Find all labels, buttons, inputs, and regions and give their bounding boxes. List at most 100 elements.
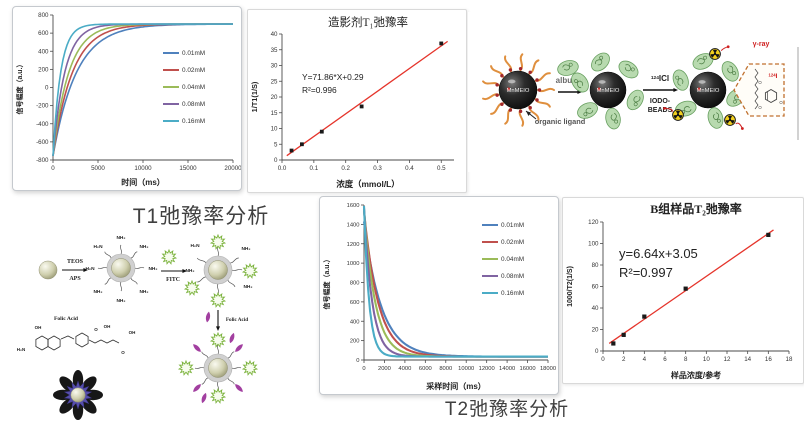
t2-signal-curves-panel: 0 200 400 600 800 1000 1200 1400 1600 0 2000 4000 60… — [319, 196, 559, 395]
y-axis-label: 1000/T2(1/S) — [567, 266, 574, 307]
folate-teardrop — [235, 384, 243, 392]
y-tick-label: -200 — [36, 103, 49, 110]
albumin-blob — [577, 102, 598, 119]
x-tick-label: 0.2 — [341, 165, 350, 172]
silica-sphere — [38, 260, 58, 280]
radiolabeling-scheme-panel: MnMEIO organic ligand albumin MnMEIO 124ICl I… — [468, 12, 802, 172]
organic-ligand-label: organic ligand — [535, 117, 586, 126]
legend-label: 0.01mM — [501, 222, 524, 229]
fitc-starburst — [177, 359, 195, 376]
chart-title: 造影剂T₁弛豫率 — [328, 15, 408, 29]
h2n-label: H₂N — [17, 347, 26, 352]
y-tick-label: -400 — [36, 121, 49, 128]
data-point — [621, 332, 626, 337]
legend-label: 0.16mM — [501, 290, 524, 297]
y-tick-label: 5 — [274, 141, 278, 148]
folic-acid-label: Folic Acid — [54, 316, 79, 322]
nh2-label: NH₂ — [139, 289, 148, 295]
x-tick-label: 18 — [786, 356, 793, 363]
t1-analysis-label: T1弛豫率分析 — [132, 205, 270, 228]
particle-label: MnMEIO — [507, 88, 530, 94]
x-tick-label: 0.5 — [437, 165, 446, 172]
x-tick-label: 0.4 — [405, 165, 414, 172]
data-point — [766, 232, 771, 237]
y-tick-label: 15 — [271, 110, 278, 117]
oh-label: OH — [104, 324, 111, 329]
t2-fit-chart: 0 20 40 60 80 100 120 0 2 4 6 8 10 12 14 16 18 样品浓度/参考 100… — [567, 201, 793, 380]
y-tick-label: 0 — [356, 358, 359, 364]
folate-teardrop — [229, 332, 235, 344]
y-tick-label: 600 — [350, 300, 360, 306]
teos-label: TEOS — [67, 259, 84, 265]
isotope-callout — [733, 63, 785, 117]
series-0.16mM — [362, 205, 548, 358]
nh2-label: NH₂ — [139, 244, 148, 250]
x-tick-label: 0.1 — [310, 165, 319, 172]
y-tick-label: 40 — [271, 31, 278, 38]
o-label: O — [121, 350, 125, 355]
series-0.16mM — [52, 23, 233, 156]
fit-line — [286, 40, 449, 157]
y-tick-label: 0 — [274, 157, 278, 164]
arrow-head — [673, 87, 678, 93]
radioactive-icon — [709, 45, 730, 60]
albumin-blob — [571, 72, 589, 93]
aps-label: APS — [69, 276, 81, 282]
x-axis-label: 浓度（mmol/L） — [336, 179, 399, 189]
y-tick-label: 10 — [271, 126, 278, 133]
iodo-beads-label: IODO- — [650, 98, 671, 105]
y-tick-label: 30 — [271, 63, 278, 70]
x-tick-label: 0.0 — [278, 165, 287, 172]
y-tick-label: 600 — [38, 30, 49, 37]
nh2-label: NH₂ — [116, 298, 125, 304]
folate-teardrop — [193, 344, 201, 352]
svg-text:O: O — [779, 100, 783, 105]
y-tick-label: 400 — [38, 48, 49, 55]
y-tick-label: 1600 — [347, 203, 360, 209]
y-axis-label: 信号幅度（a.u.） — [15, 60, 24, 114]
particle-label: MnMEIO — [597, 88, 620, 94]
t2-analysis-label: T2弛豫率分析 — [444, 399, 570, 420]
x-tick-label: 0 — [362, 366, 365, 372]
flower-petal — [72, 370, 84, 390]
synthesis-scheme: TEOS APS NH₂ NH₂ NH₂ NH₂ NH₂ NH₂ H₂N H₂N FITC H₂N NH… — [17, 233, 259, 420]
flower-petal — [72, 400, 84, 420]
svg-text:O: O — [758, 80, 762, 85]
nh2-label: NH₂ — [185, 268, 194, 274]
y-tick-label: 20 — [271, 94, 278, 101]
albumin-label: albumin — [556, 76, 587, 85]
silica-sphere — [111, 258, 131, 278]
equation-label: Y=71.86*X+0.29 — [302, 72, 364, 82]
series-0.04mM — [52, 23, 233, 157]
y-tick-label: 400 — [350, 319, 360, 325]
x-axis-label: 样品浓度/参考 — [671, 370, 721, 380]
x-axis-label: 时间（ms） — [121, 177, 165, 187]
y-tick-label: 0 — [595, 348, 599, 355]
arrow-head — [182, 268, 187, 274]
radioactive-icon — [724, 114, 744, 130]
albumin-blob — [591, 52, 610, 72]
fitc-label: FITC — [166, 277, 180, 283]
albumin-blob — [605, 107, 621, 130]
legend-label: 0.08mM — [182, 101, 205, 108]
nh2-label: NH₂ — [148, 266, 157, 272]
folic-acid-step-label: Folic Acid — [226, 317, 248, 323]
y-tick-label: 40 — [592, 305, 599, 312]
x-tick-label: 14000 — [499, 366, 515, 372]
x-tick-label: 8 — [684, 356, 688, 363]
reagent-label: 124ICl — [651, 74, 669, 83]
silica-sphere — [70, 387, 86, 403]
equation-label: y=6.64x+3.05 — [619, 246, 698, 261]
x-tick-label: 15000 — [179, 165, 197, 172]
nh2-label: NH₂ — [241, 246, 250, 252]
iodo-beads-label: BEADS — [648, 107, 673, 114]
pterin-ring — [35, 335, 49, 351]
pterin-ring — [47, 335, 61, 351]
r-squared-label: R²=0.996 — [302, 85, 337, 95]
x-tick-label: 14 — [744, 356, 751, 363]
albumin-blob — [707, 107, 724, 129]
y-tick-label: 800 — [38, 12, 49, 19]
nh2-label: NH₂ — [116, 235, 125, 241]
t2-relaxivity-fit-panel: 0 20 40 60 80 100 120 0 2 4 6 8 10 12 14 16 18 样品浓度/参考 100… — [562, 197, 804, 384]
